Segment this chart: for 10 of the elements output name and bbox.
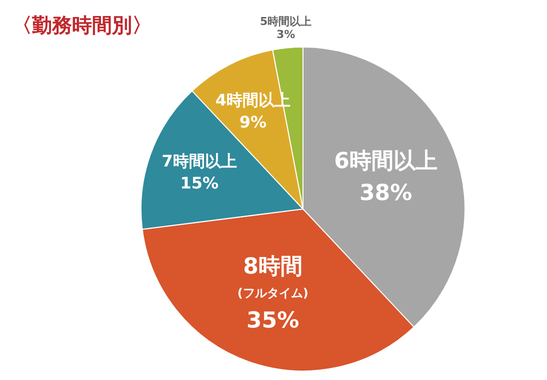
slice-label: 7時間以上	[162, 151, 237, 170]
chart-title: 〈勤務時間別〉	[12, 12, 152, 39]
data-label: 9%	[239, 112, 267, 132]
slice-label: 8時間 (フルタイム)	[237, 254, 308, 300]
data-label: 3%	[276, 28, 296, 42]
data-label: 15%	[180, 173, 218, 192]
slice-label: 5時間以上	[260, 15, 312, 28]
data-label: 38%	[360, 180, 412, 206]
slice-label: 6時間以上	[334, 148, 438, 174]
data-label: 35%	[246, 308, 300, 334]
